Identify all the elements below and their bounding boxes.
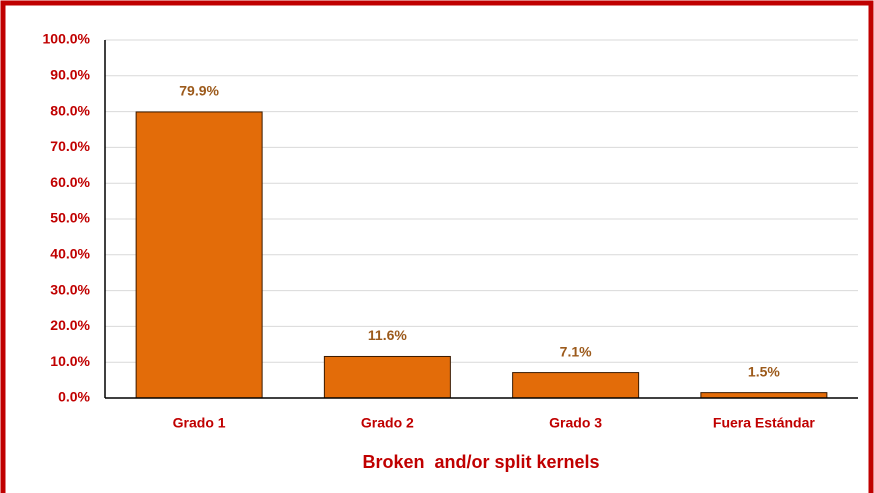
- y-tick-label: 80.0%: [50, 102, 90, 118]
- data-label: 11.6%: [368, 327, 407, 343]
- bar: [700, 392, 828, 399]
- x-axis-title: Broken and/or split kernels: [362, 452, 599, 472]
- x-tick-label: Fuera Estándar: [713, 415, 815, 431]
- data-label: 1.5%: [748, 363, 780, 379]
- y-tick-label: 90.0%: [50, 67, 90, 83]
- data-label: 7.1%: [560, 343, 592, 359]
- bar: [512, 372, 640, 399]
- y-tick-label: 0.0%: [58, 389, 90, 405]
- y-tick-label: 30.0%: [50, 281, 90, 297]
- data-label: 79.9%: [179, 83, 219, 99]
- y-tick-label: 70.0%: [50, 138, 90, 154]
- y-tick-label: 50.0%: [50, 210, 90, 226]
- y-tick-label: 40.0%: [50, 246, 90, 262]
- x-tick-label: Grado 1: [173, 415, 226, 431]
- x-tick-label: Grado 3: [549, 415, 602, 431]
- y-tick-label: 10.0%: [50, 353, 90, 369]
- bar: [323, 355, 451, 399]
- bar: [135, 111, 263, 399]
- y-tick-label: 60.0%: [50, 174, 90, 190]
- y-tick-label: 20.0%: [50, 317, 90, 333]
- y-tick-label: 100.0%: [43, 31, 91, 47]
- x-tick-label: Grado 2: [361, 415, 414, 431]
